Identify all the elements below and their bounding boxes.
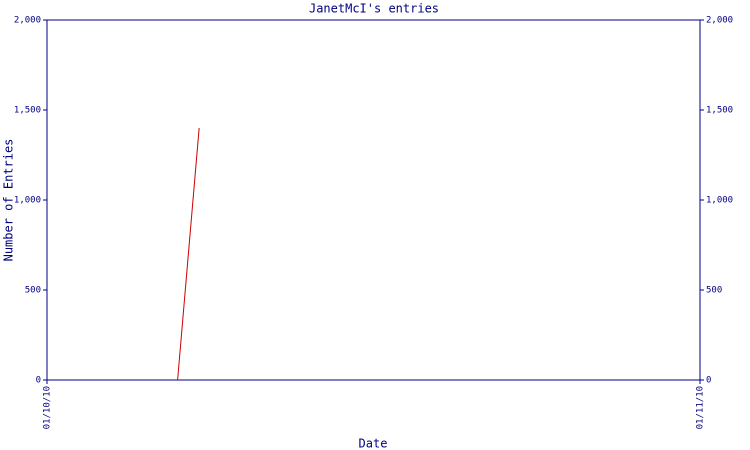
x-axis-label: Date — [359, 437, 388, 450]
y2-tick-label: 0 — [706, 376, 711, 386]
y-axis-label: Number of Entries — [2, 139, 16, 262]
plot-frame — [46, 19, 701, 381]
y-tick-label: 0 — [36, 376, 41, 386]
y-tick-label: 1,500 — [14, 106, 41, 116]
x-tick-label: 01/10/10 — [43, 386, 53, 429]
y-tick-label: 500 — [25, 286, 41, 296]
y2-tick-label: 500 — [706, 286, 722, 296]
chart-title: JanetMcI's entries — [309, 2, 439, 16]
y2-tick-label: 1,500 — [706, 106, 733, 116]
y-tick-label: 2,000 — [14, 16, 41, 26]
x-tick-label: 01/11/10 — [696, 386, 706, 429]
series-line — [177, 127, 200, 381]
y-tick-label: 1,000 — [14, 196, 41, 206]
y2-tick-label: 1,000 — [706, 196, 733, 206]
y2-tick-label: 2,000 — [706, 16, 733, 26]
